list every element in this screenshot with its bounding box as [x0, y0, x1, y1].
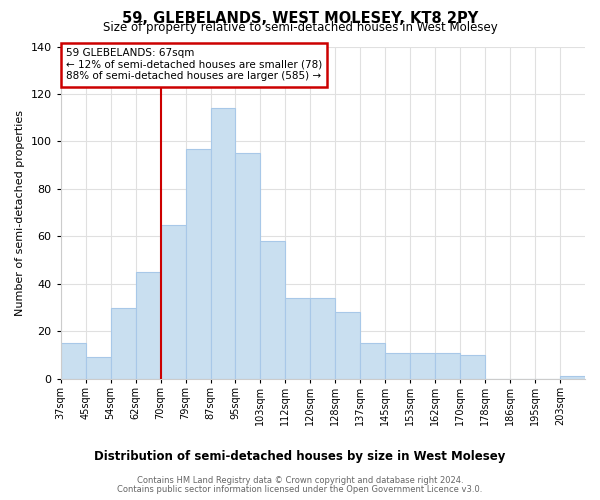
Text: 59 GLEBELANDS: 67sqm
← 12% of semi-detached houses are smaller (78)
88% of semi-: 59 GLEBELANDS: 67sqm ← 12% of semi-detac…: [66, 48, 322, 82]
Bar: [286, 298, 310, 379]
Bar: [61, 343, 86, 379]
Bar: [361, 343, 385, 379]
Y-axis label: Number of semi-detached properties: Number of semi-detached properties: [15, 110, 25, 316]
Bar: [460, 355, 485, 379]
Bar: [235, 154, 260, 379]
Bar: [335, 312, 361, 379]
Bar: [110, 308, 136, 379]
Bar: [560, 376, 585, 379]
Bar: [435, 352, 460, 379]
Bar: [385, 352, 410, 379]
Text: Contains public sector information licensed under the Open Government Licence v3: Contains public sector information licen…: [118, 485, 482, 494]
Bar: [86, 358, 110, 379]
Bar: [260, 241, 286, 379]
Text: Contains HM Land Registry data © Crown copyright and database right 2024.: Contains HM Land Registry data © Crown c…: [137, 476, 463, 485]
Text: Size of property relative to semi-detached houses in West Molesey: Size of property relative to semi-detach…: [103, 22, 497, 35]
Bar: [410, 352, 435, 379]
Bar: [310, 298, 335, 379]
Bar: [185, 148, 211, 379]
Text: Distribution of semi-detached houses by size in West Molesey: Distribution of semi-detached houses by …: [94, 450, 506, 463]
Bar: [211, 108, 235, 379]
Bar: [136, 272, 161, 379]
Bar: [161, 224, 185, 379]
Text: 59, GLEBELANDS, WEST MOLESEY, KT8 2PY: 59, GLEBELANDS, WEST MOLESEY, KT8 2PY: [122, 11, 478, 26]
